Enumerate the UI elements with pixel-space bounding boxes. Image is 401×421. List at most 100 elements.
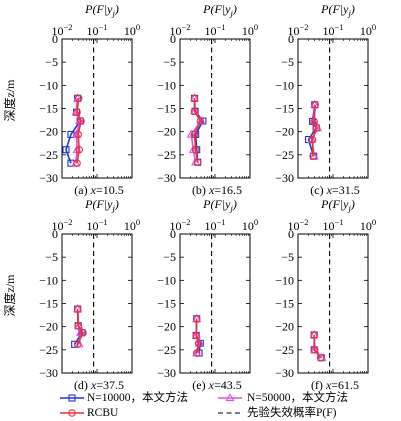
- top-axis-title: P(F|yj): [202, 197, 237, 213]
- y-tick-label: −10: [157, 78, 176, 92]
- y-tick-label: −30: [39, 366, 58, 380]
- legend-label-red: RCBU: [87, 407, 119, 419]
- x-tick-label: 10−2: [287, 22, 308, 38]
- data-point-circle: [310, 331, 318, 339]
- x-tick-label: 10−1: [204, 22, 225, 38]
- y-tick-label: −25: [275, 343, 294, 357]
- data-point-circle: [193, 158, 202, 166]
- legend: [60, 393, 242, 417]
- data-point-circle: [309, 152, 317, 160]
- plot-frame: [61, 38, 133, 179]
- y-tick-label: −15: [39, 102, 58, 116]
- legend-label-prior: 先验失效概率P(F): [247, 407, 337, 419]
- x-tick-label: 10−1: [204, 217, 225, 233]
- data-point-circle: [192, 349, 201, 357]
- x-tick-label: 10−1: [86, 22, 107, 38]
- data-point-circle: [74, 94, 83, 103]
- y-tick-label: −25: [157, 148, 176, 162]
- series-line: [76, 309, 84, 345]
- plot-frame: [297, 233, 369, 374]
- y-tick-label: −5: [163, 250, 176, 264]
- x-tick-label: 10−2: [51, 217, 72, 233]
- data-point-circle: [74, 130, 82, 139]
- x-tick-label: 100: [242, 22, 258, 38]
- top-axis-title: P(F|yj): [320, 2, 355, 18]
- y-tick-label: −30: [275, 366, 294, 380]
- chart-panel-2: 0 −5 −10 −15 −20 −25 −30 (b) x=16.5: [157, 32, 251, 197]
- panel-caption: (e) x=43.5: [192, 378, 241, 392]
- top-axis-title: P(F|yj): [84, 2, 119, 18]
- x-tick-label: 10−2: [51, 22, 72, 38]
- top-axis-title: P(F|yj): [202, 2, 237, 18]
- data-point-triangle: [192, 348, 202, 357]
- data-point-circle: [192, 315, 201, 323]
- data-point-circle: [75, 145, 83, 154]
- plot-frame: [297, 38, 369, 179]
- y-tick-label: −10: [275, 273, 294, 287]
- y-tick-label: 0: [288, 227, 294, 241]
- chart-panel-4: 0 −5 −10 −15 −20 −25 −30 (d) x=37.5: [39, 227, 133, 392]
- series-line: [195, 318, 200, 354]
- data-point-circle: [74, 321, 82, 330]
- chart-panel-3: 0 −5 −10 −15 −20 −25 −30 (c) x=31.5: [275, 32, 369, 197]
- x-tick-label: 10−2: [169, 217, 190, 233]
- data-point-circle: [73, 108, 81, 116]
- x-tick-label: 10−2: [169, 22, 190, 38]
- y-tick-label: −5: [45, 250, 58, 264]
- chart-panel-6: 0 −5 −10 −15 −20 −25 −30 (f) x=61.5: [275, 227, 369, 392]
- top-axis-title: P(F|yj): [320, 197, 355, 213]
- data-point-circle: [191, 145, 200, 154]
- data-point-circle: [312, 124, 321, 132]
- y-tick-label: −20: [275, 125, 294, 139]
- data-point-circle: [73, 305, 82, 313]
- plot-frame: [61, 233, 133, 374]
- y-tick-label: −25: [275, 148, 294, 162]
- y-tick-label: −5: [281, 250, 294, 264]
- panel-caption: (b) x=16.5: [192, 183, 242, 197]
- y-tick-label: −20: [157, 125, 176, 139]
- series-line: [193, 98, 202, 163]
- data-point-triangle: [74, 320, 84, 329]
- legend-marker-circle: [68, 409, 76, 417]
- y-tick-label: −15: [157, 297, 176, 311]
- panel-caption: (d) x=37.5: [74, 378, 124, 392]
- legend-label-magenta: N=50000，本文方法: [247, 392, 349, 404]
- data-point-circle: [79, 328, 87, 337]
- panel-caption: (f) x=61.5: [311, 378, 359, 392]
- y-tick-label: −25: [39, 343, 58, 357]
- top-axis-title: P(F|yj): [84, 197, 119, 213]
- left-axis-title: 深度z/m: [2, 79, 17, 122]
- plot-frame: [179, 38, 251, 179]
- data-point-square: [62, 146, 70, 154]
- y-tick-label: −30: [157, 171, 176, 185]
- data-point-circle: [77, 117, 85, 125]
- data-point-circle: [73, 159, 81, 167]
- x-tick-label: 10−1: [86, 217, 107, 233]
- y-tick-label: −20: [275, 320, 294, 334]
- y-tick-label: −20: [157, 320, 176, 334]
- legend-label-blue: N=10000，本文方法: [87, 392, 189, 404]
- y-tick-label: 0: [170, 32, 176, 46]
- data-point-circle: [308, 135, 317, 144]
- y-tick-label: 0: [170, 227, 176, 241]
- y-tick-label: −30: [275, 171, 294, 185]
- y-tick-label: −15: [39, 297, 58, 311]
- chart-panel-5: 0 −5 −10 −15 −20 −25 −30 (e) x=43.5: [157, 227, 251, 392]
- y-tick-label: −20: [39, 125, 58, 139]
- data-point-circle: [196, 117, 205, 125]
- x-tick-label: 10−1: [322, 217, 343, 233]
- y-tick-label: −5: [281, 55, 294, 69]
- data-point-triangle: [189, 106, 200, 115]
- x-tick-label: 10−2: [287, 217, 308, 233]
- y-tick-label: −15: [275, 297, 294, 311]
- x-tick-label: 10−1: [322, 22, 343, 38]
- y-tick-label: 0: [288, 32, 294, 46]
- chart-panel-1: 0 −5 −10 −15 −20 −25 −30 (a) x=10.5: [39, 32, 133, 197]
- series-line: [311, 104, 318, 157]
- y-tick-label: −30: [157, 366, 176, 380]
- data-point-circle: [73, 340, 82, 349]
- data-point-circle: [190, 94, 199, 103]
- x-tick-label: 100: [242, 217, 258, 233]
- series-line: [76, 98, 82, 164]
